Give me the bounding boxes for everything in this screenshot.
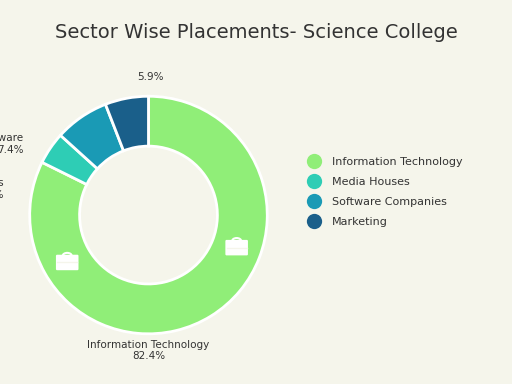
- Wedge shape: [105, 96, 148, 151]
- Wedge shape: [60, 104, 123, 169]
- Text: Software
7.4%: Software 7.4%: [0, 133, 24, 155]
- Legend: Information Technology, Media Houses, Software Companies, Marketing: Information Technology, Media Houses, So…: [297, 151, 468, 233]
- FancyBboxPatch shape: [225, 240, 248, 255]
- Wedge shape: [30, 96, 267, 334]
- Wedge shape: [42, 135, 97, 184]
- Text: 5.9%: 5.9%: [138, 72, 164, 82]
- Text: Sector Wise Placements- Science College: Sector Wise Placements- Science College: [55, 23, 457, 42]
- Text: Information Technology
82.4%: Information Technology 82.4%: [88, 340, 209, 361]
- Text: Media Houses
4.4%: Media Houses 4.4%: [0, 178, 4, 200]
- FancyBboxPatch shape: [56, 255, 78, 270]
